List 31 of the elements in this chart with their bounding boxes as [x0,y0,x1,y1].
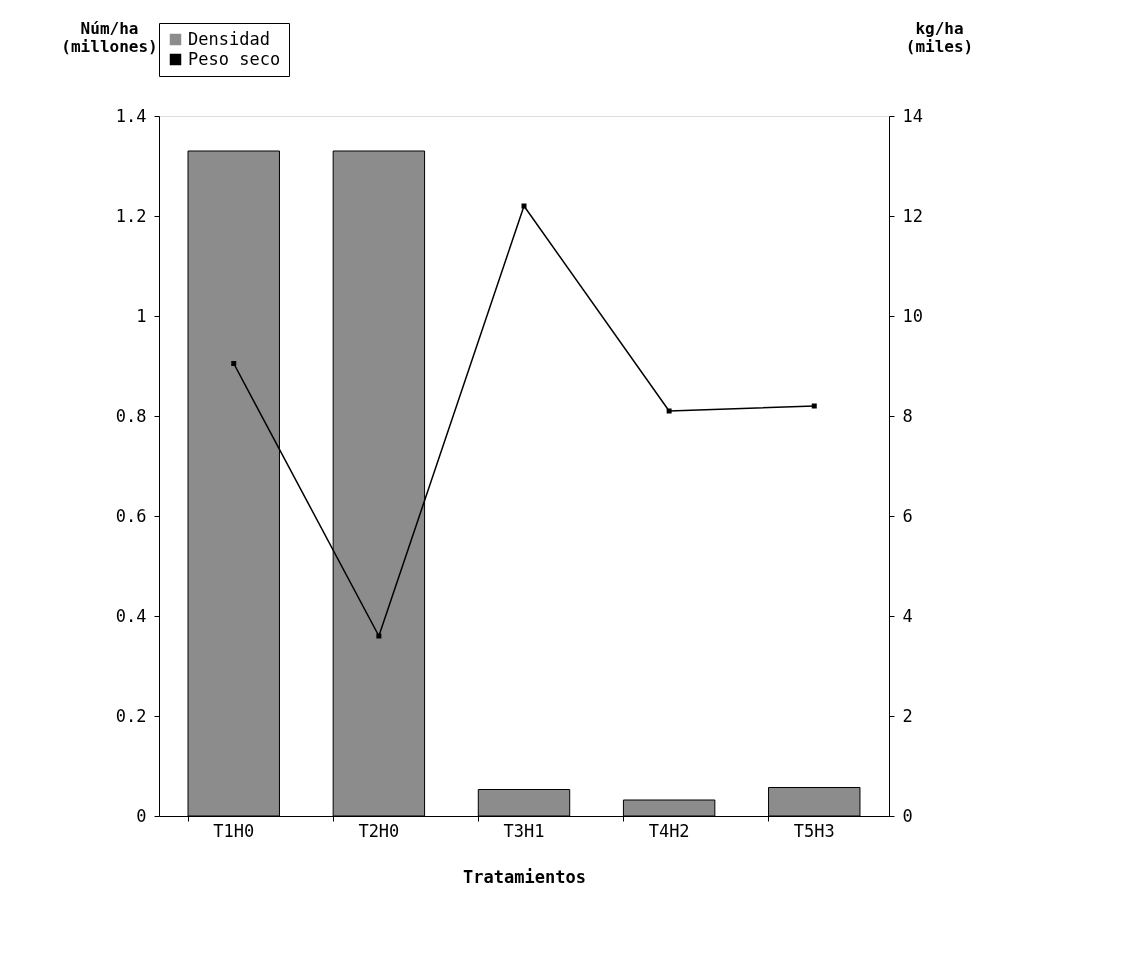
x-axis-title: Tratamientos [463,866,586,887]
point [521,203,527,209]
y2-tick-label: 8 [902,405,913,426]
y-axis-title: Núm/ha (millones) [61,18,158,56]
y-tick-label: 0.4 [115,605,147,626]
legend-label: Densidad [188,28,270,49]
x-tick-label: T5H3 [793,820,835,841]
y2-tick-label: 6 [902,505,913,526]
point [811,403,817,409]
y-tick-label: 0 [136,805,147,826]
x-tick-label: T1H0 [213,820,255,841]
x-tick-label: T3H1 [503,820,545,841]
y2-tick-label: 0 [902,805,913,826]
y-tick-label: 0.2 [115,705,147,726]
y-tick-label: 1.2 [115,205,147,226]
x-tick-label: T4H2 [648,820,690,841]
point [376,633,382,639]
point [666,408,672,414]
y-tick-label: 1.4 [115,105,147,126]
y-tick-label: 0.6 [115,505,147,526]
y2-tick-label: 10 [902,305,923,326]
y2-tick-label: 4 [902,605,913,626]
y2-tick-label: 14 [902,105,923,126]
y2-tick-label: 12 [902,205,923,226]
legend-label: Peso seco [188,48,281,69]
y-tick-label: 0.8 [115,405,147,426]
x-tick-label: T2H0 [358,820,400,841]
point [231,361,237,366]
y2-axis-title: kg/ha (miles) [905,18,974,56]
y-tick-label: 1 [136,305,147,326]
y2-tick-label: 2 [902,705,913,726]
